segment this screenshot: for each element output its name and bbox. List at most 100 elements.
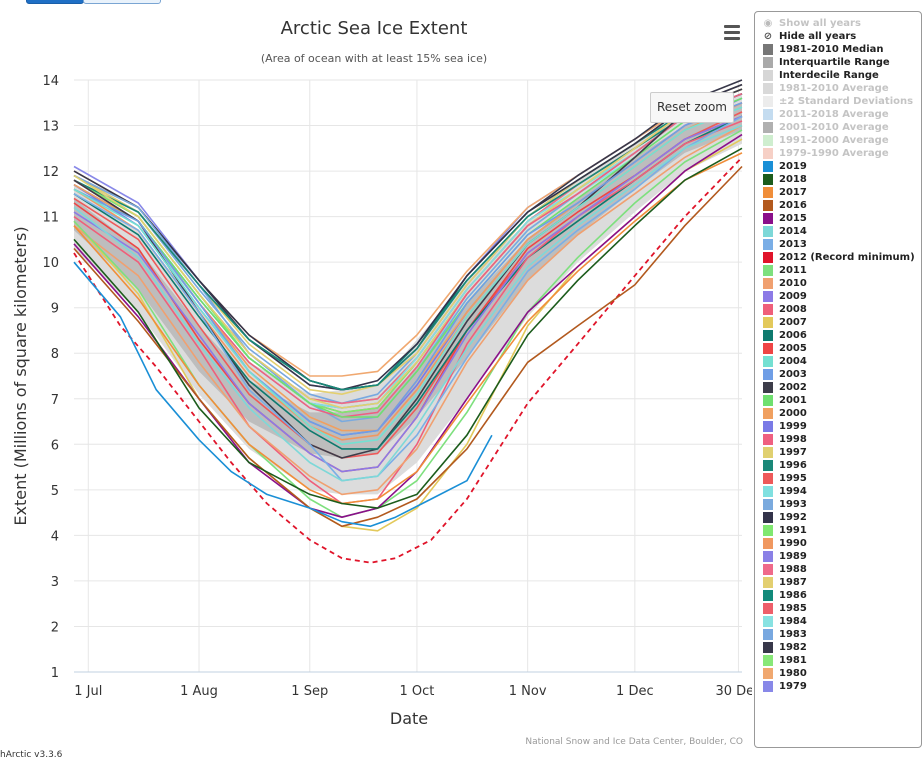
legend-item-1987[interactable]: 1987: [763, 576, 921, 589]
legend-swatch: [763, 512, 773, 523]
legend-item-2017[interactable]: 2017: [763, 186, 921, 199]
legend-item-1995[interactable]: 1995: [763, 472, 921, 485]
legend-swatch: [763, 447, 773, 458]
legend-item-1984[interactable]: 1984: [763, 615, 921, 628]
y-tick-label: 7: [51, 393, 59, 408]
legend-item-1981-2010[interactable]: 1981-2010 Average: [763, 82, 921, 95]
y-tick-label: 13: [42, 120, 59, 135]
legend-swatch: [763, 122, 773, 133]
legend-item-2018[interactable]: 2018: [763, 173, 921, 186]
legend-item-2015[interactable]: 2015: [763, 212, 921, 225]
legend-item-label: 1996: [779, 460, 807, 471]
version-label: hArctic v3.3.6: [0, 750, 63, 760]
series-line-2003: [73, 102, 743, 437]
legend-swatch: [763, 395, 773, 406]
legend-item-1992[interactable]: 1992: [763, 511, 921, 524]
legend-item-label: 1990: [779, 538, 807, 549]
legend-swatch: [763, 408, 773, 419]
legend-item-1989[interactable]: 1989: [763, 550, 921, 563]
legend-item-2019[interactable]: 2019: [763, 160, 921, 173]
legend-swatch: [763, 174, 773, 185]
legend-item-2001[interactable]: 2001: [763, 394, 921, 407]
legend-item-2016[interactable]: 2016: [763, 199, 921, 212]
sea-ice-chart: Arctic Sea Ice Extent (Area of ocean wit…: [11, 18, 752, 728]
legend-item-1982[interactable]: 1982: [763, 641, 921, 654]
legend-item-label: 1988: [779, 564, 807, 575]
legend-item-1980[interactable]: 1980: [763, 667, 921, 680]
legend-item-2006[interactable]: 2006: [763, 329, 921, 342]
legend-item-1994[interactable]: 1994: [763, 485, 921, 498]
legend-item-1996[interactable]: 1996: [763, 459, 921, 472]
legend-item-label: 1993: [779, 499, 807, 510]
legend-item-1979[interactable]: 1979: [763, 680, 921, 693]
reset-zoom-button[interactable]: Reset zoom: [650, 92, 734, 123]
x-tick-label: 1 Oct: [399, 684, 434, 699]
legend-item-1985[interactable]: 1985: [763, 602, 921, 615]
legend-swatch: [763, 382, 773, 393]
legend-item-1991-2000[interactable]: 1991-2000 Average: [763, 134, 921, 147]
chart-menu-button[interactable]: [718, 20, 746, 44]
legend-item-1990[interactable]: 1990: [763, 537, 921, 550]
legend-item-1993[interactable]: 1993: [763, 498, 921, 511]
y-axis-label: Extent (Millions of square kilometers): [11, 226, 30, 525]
legend-swatch: [763, 460, 773, 471]
legend-item-2[interactable]: ±2 Standard Deviations: [763, 95, 921, 108]
series-line-2019: [73, 261, 493, 528]
legend-swatch: [763, 551, 773, 562]
legend-item-label: 2006: [779, 330, 807, 341]
x-tick-label: 1 Dec: [616, 684, 654, 699]
legend-item-1981-2010[interactable]: 1981-2010 Median: [763, 43, 921, 56]
legend-item-2010[interactable]: 2010: [763, 277, 921, 290]
legend-swatch: [763, 265, 773, 276]
legend-item-2007[interactable]: 2007: [763, 316, 921, 329]
legend-item-1998[interactable]: 1998: [763, 433, 921, 446]
legend-item-2013[interactable]: 2013: [763, 238, 921, 251]
series-line-2016: [73, 165, 743, 528]
legend-swatch: [763, 434, 773, 445]
legend-swatch: [763, 421, 773, 432]
legend-item-2009[interactable]: 2009: [763, 290, 921, 303]
legend-swatch: [763, 564, 773, 575]
series-line-2010: [73, 124, 743, 496]
legend-item-2014[interactable]: 2014: [763, 225, 921, 238]
credit-text[interactable]: National Snow and Ice Data Center, Bould…: [525, 737, 743, 747]
legend-swatch: [763, 83, 773, 94]
legend-item-2005[interactable]: 2005: [763, 342, 921, 355]
legend-item-2008[interactable]: 2008: [763, 303, 921, 316]
series-line-2009: [73, 115, 743, 473]
legend-item-2004[interactable]: 2004: [763, 355, 921, 368]
legend-item-1986[interactable]: 1986: [763, 589, 921, 602]
legend-item-label: 1980: [779, 668, 807, 679]
legend-item-1988[interactable]: 1988: [763, 563, 921, 576]
legend-item-1999[interactable]: 1999: [763, 420, 921, 433]
legend-item-label: 2017: [779, 187, 807, 198]
series-line-2017: [73, 152, 743, 505]
legend-item-hide[interactable]: ⊘ Hide all years: [763, 30, 921, 43]
legend-item-2011[interactable]: 2011: [763, 264, 921, 277]
legend-swatch: [763, 317, 773, 328]
legend-item-show[interactable]: ◉ Show all years: [763, 17, 921, 30]
legend-item-2000[interactable]: 2000: [763, 407, 921, 420]
y-tick-label: 8: [51, 347, 59, 362]
legend-item-1997[interactable]: 1997: [763, 446, 921, 459]
y-tick-label: 6: [51, 438, 59, 453]
legend-item-1979-1990[interactable]: 1979-1990 Average: [763, 147, 921, 160]
legend-item-label: 2001-2010 Average: [779, 122, 889, 133]
legend-item-2011-2018[interactable]: 2011-2018 Average: [763, 108, 921, 121]
top-tab-button[interactable]: [83, 0, 161, 4]
legend-item-2003[interactable]: 2003: [763, 368, 921, 381]
series-line-2008: [73, 120, 743, 505]
range-bands: [74, 93, 742, 495]
legend-item-label: 1987: [779, 577, 807, 588]
legend-item-2012[interactable]: 2012 (Record minimum): [763, 251, 921, 264]
legend-item-label: 2000: [779, 408, 807, 419]
legend-item-1981[interactable]: 1981: [763, 654, 921, 667]
legend-item-1991[interactable]: 1991: [763, 524, 921, 537]
legend-item-label: 1992: [779, 512, 807, 523]
y-tick-label: 9: [51, 302, 59, 317]
legend-item-interdecile[interactable]: Interdecile Range: [763, 69, 921, 82]
legend-item-interquartile[interactable]: Interquartile Range: [763, 56, 921, 69]
legend-item-1983[interactable]: 1983: [763, 628, 921, 641]
legend-item-2002[interactable]: 2002: [763, 381, 921, 394]
legend-item-2001-2010[interactable]: 2001-2010 Average: [763, 121, 921, 134]
